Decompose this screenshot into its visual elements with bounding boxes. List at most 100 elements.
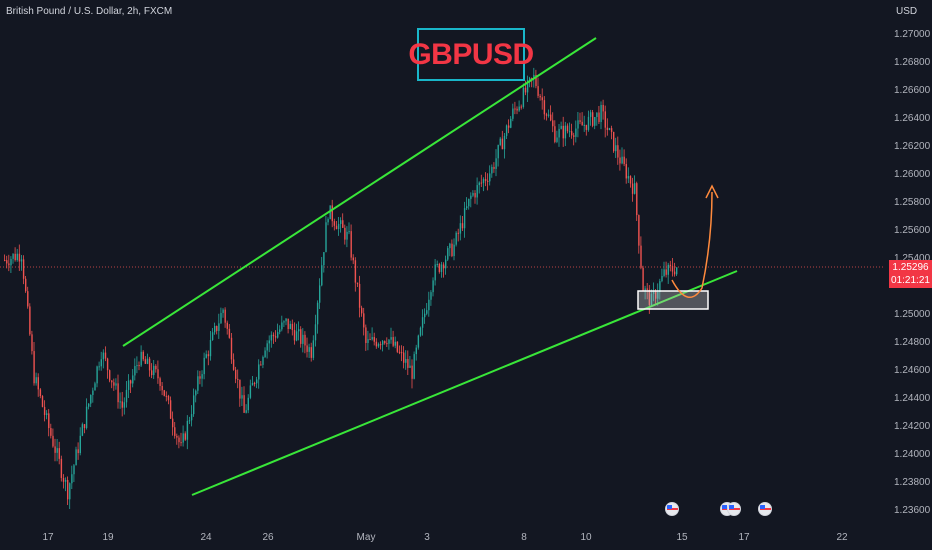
candle-body (564, 125, 567, 139)
candle-body (648, 289, 651, 306)
candle-body (665, 269, 667, 275)
candle-body (407, 359, 409, 368)
candle-body (510, 118, 512, 128)
candle-body (111, 380, 113, 383)
candle-body (218, 323, 220, 331)
candle-body (184, 433, 186, 440)
candle-body (621, 156, 623, 164)
candle-body (306, 345, 308, 352)
candle-body (25, 278, 27, 292)
candle-body (421, 317, 424, 328)
candle-body (386, 343, 388, 345)
candle-body (266, 343, 268, 351)
candle-body (304, 334, 306, 346)
candle-body (243, 395, 245, 413)
candle-body (100, 359, 102, 367)
candle-body (270, 334, 273, 341)
candle-body (501, 138, 504, 150)
candle-body (610, 128, 613, 132)
candle-body (140, 351, 142, 366)
candle-body (585, 124, 588, 130)
candle-body (466, 206, 468, 209)
candle-body (545, 114, 548, 116)
candle-body (577, 120, 579, 129)
candle-body (558, 128, 560, 138)
candle-body (77, 449, 79, 454)
candle-body (554, 126, 556, 142)
us-flag-icon[interactable] (727, 502, 741, 516)
candle-body (241, 395, 243, 399)
candle-body (153, 365, 155, 376)
candle-body (480, 182, 483, 184)
candle-body (623, 156, 625, 165)
candle-body (60, 458, 63, 478)
candle-body (106, 358, 109, 371)
candle-body (39, 389, 42, 397)
candle-body (592, 112, 594, 126)
candle-body (594, 117, 596, 126)
candle-body (319, 285, 321, 303)
candle-body (472, 193, 474, 196)
candle-body (195, 390, 197, 396)
candle-body (43, 406, 46, 416)
us-flag-icon[interactable] (758, 502, 772, 516)
candle-body (27, 291, 29, 307)
candle-body (163, 390, 165, 396)
candle-body (262, 356, 264, 365)
date-tick-label: 10 (580, 532, 592, 543)
candle-body (512, 108, 514, 119)
candle-body (310, 347, 312, 358)
candle-body (115, 383, 117, 386)
candle-body (197, 376, 199, 391)
candle-body (136, 365, 138, 367)
candle-body (531, 78, 533, 80)
candle-body (514, 108, 516, 110)
candle-body (539, 95, 541, 98)
candle-body (37, 377, 39, 390)
candle-body (64, 480, 67, 482)
candle-body (363, 313, 365, 328)
candle-body (400, 352, 403, 354)
candle-body (220, 312, 222, 324)
candle-body (54, 446, 56, 453)
candle-body (604, 111, 606, 128)
candle-body (249, 385, 252, 398)
candle-body (550, 114, 552, 121)
candle-body (499, 138, 501, 145)
price-tick-label: 1.26200 (894, 141, 931, 152)
candle-body (453, 244, 455, 257)
candle-body (203, 357, 205, 375)
candle-body (327, 219, 329, 223)
candle-body (375, 341, 378, 347)
candle-body (247, 397, 249, 411)
date-tick-label: 24 (200, 532, 212, 543)
candle-body (495, 158, 497, 169)
candle-body (451, 243, 453, 257)
candle-body (83, 424, 86, 429)
candle-body (285, 318, 287, 322)
candle-body (634, 183, 636, 194)
candle-body (10, 258, 12, 266)
candle-body (478, 182, 480, 186)
candle-body (352, 257, 354, 261)
candle-body (394, 341, 396, 346)
candle-body (405, 359, 407, 363)
us-flag-icon[interactable] (665, 502, 679, 516)
candle-body (289, 323, 291, 329)
candle-body (94, 383, 96, 391)
candle-body (308, 347, 310, 352)
date-tick-label: May (356, 532, 376, 543)
price-tick-label: 1.23800 (894, 477, 931, 488)
candle-body (638, 215, 640, 246)
candle-body (627, 176, 630, 179)
price-tick-label: 1.27000 (894, 29, 931, 40)
candle-body (640, 245, 642, 268)
candle-body (573, 135, 575, 137)
candle-body (98, 366, 100, 368)
countdown-timer: 01:21:21 (891, 275, 930, 286)
candle-body (379, 344, 382, 346)
candle-body (201, 374, 203, 379)
candle-body (575, 128, 577, 137)
candle-body (230, 337, 233, 360)
